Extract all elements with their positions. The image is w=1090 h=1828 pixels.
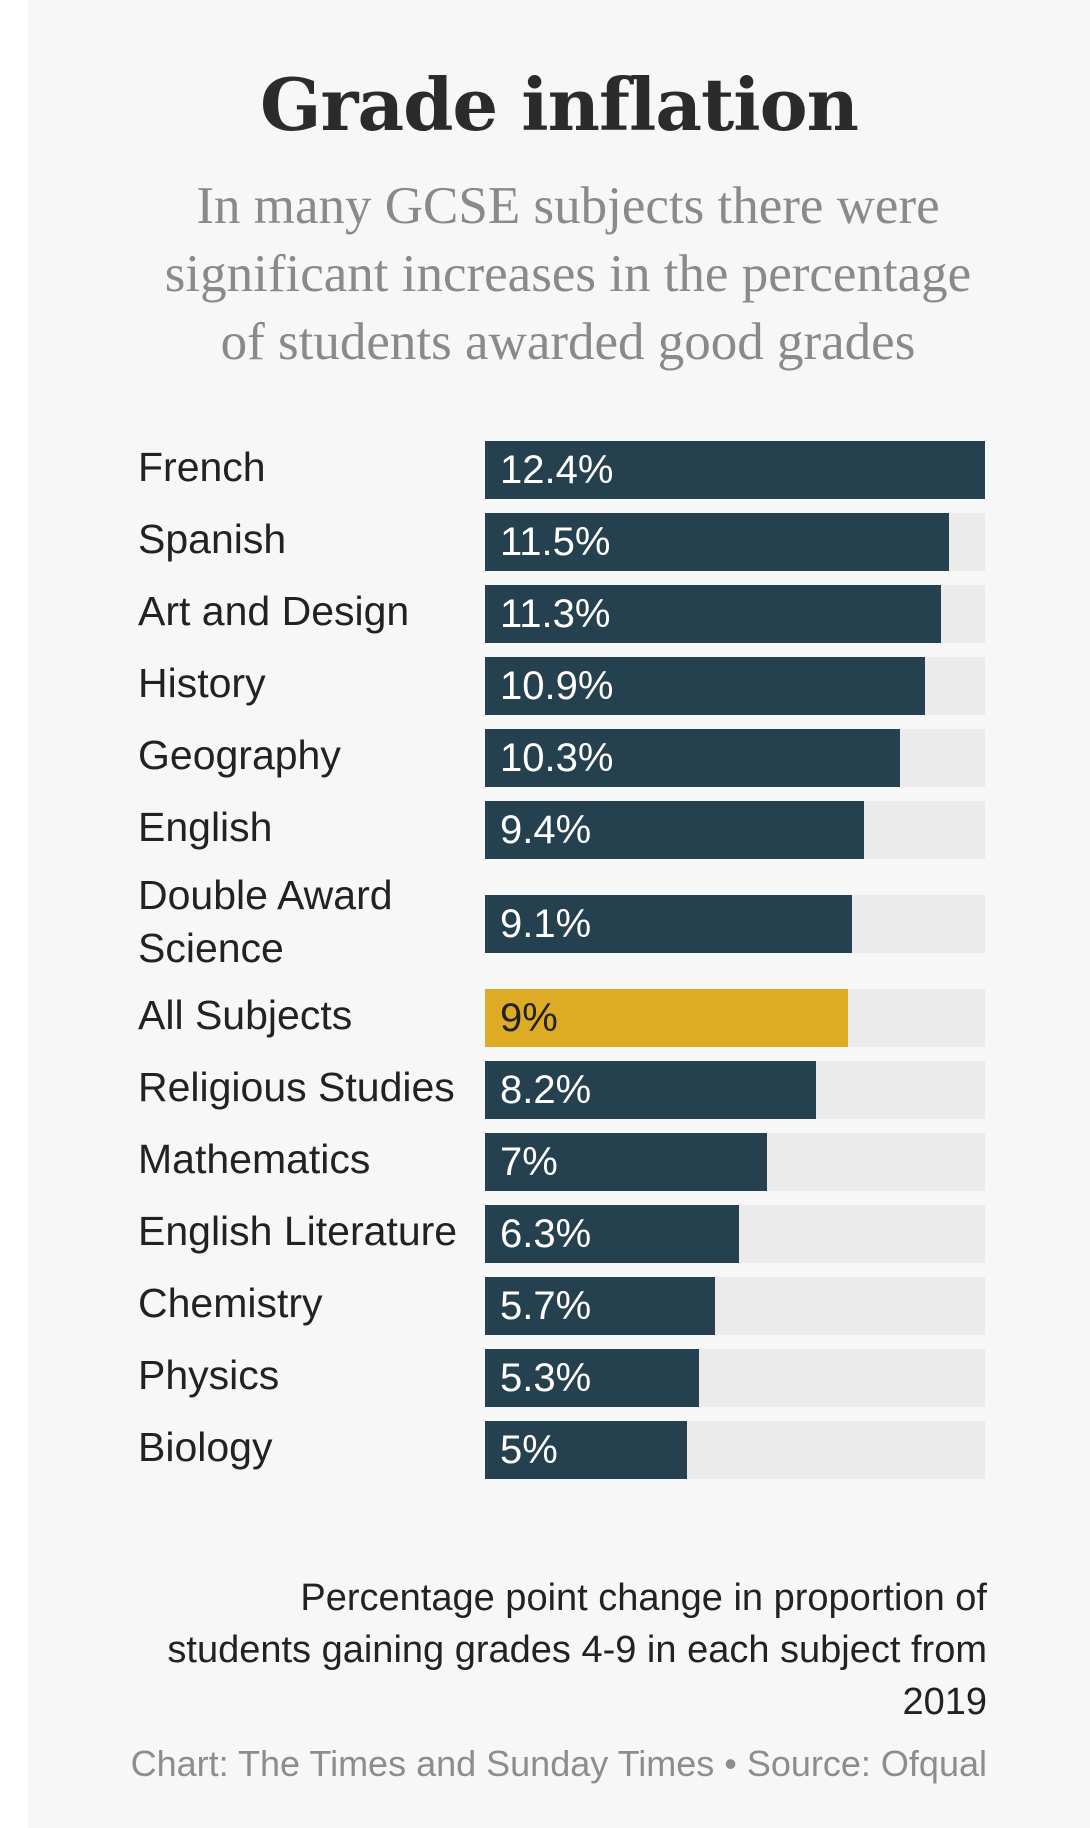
bar-track: 6.3% bbox=[485, 1205, 985, 1263]
chart-title: Grade inflation bbox=[260, 62, 859, 147]
category-label: English Literature bbox=[138, 1208, 458, 1254]
bar-row: Geography 10.3% bbox=[28, 729, 1090, 787]
bar bbox=[485, 895, 852, 953]
bar-track: 12.4% bbox=[485, 441, 985, 499]
bar bbox=[485, 1061, 816, 1119]
bar-track: 11.5% bbox=[485, 513, 985, 571]
chart-subtitle: In many GCSE subjects there were signifi… bbox=[164, 177, 972, 371]
bar-track: 9% bbox=[485, 989, 985, 1047]
bar-track: 5% bbox=[485, 1421, 985, 1479]
bar-row: Art and Design 11.3% bbox=[28, 585, 1090, 643]
category-label: Double Award Science bbox=[138, 872, 393, 971]
bar-row: All Subjects 9% bbox=[28, 989, 1090, 1047]
value-label: 5.3% bbox=[500, 1356, 592, 1400]
bar-track: 9.4% bbox=[485, 801, 985, 859]
bar bbox=[485, 585, 941, 643]
category-label: Spanish bbox=[138, 516, 287, 562]
bar-track: 5.7% bbox=[485, 1277, 985, 1335]
category-label: Biology bbox=[138, 1424, 273, 1470]
value-label: 10.3% bbox=[500, 736, 614, 780]
bar-track: 10.3% bbox=[485, 729, 985, 787]
bar-row: French 12.4% bbox=[28, 441, 1090, 499]
chart-note: Percentage point change in proportion of… bbox=[167, 1577, 987, 1723]
bar-row: Double Award Science 9.1% bbox=[28, 872, 1090, 975]
bar-row: Spanish 11.5% bbox=[28, 513, 1090, 571]
bar-track: 5.3% bbox=[485, 1349, 985, 1407]
bar-row: Mathematics 7% bbox=[28, 1133, 1090, 1191]
bar-row: Chemistry 5.7% bbox=[28, 1277, 1090, 1335]
bar bbox=[485, 1277, 715, 1335]
category-label: Geography bbox=[138, 732, 341, 778]
bar bbox=[485, 801, 865, 859]
value-label: 9.4% bbox=[500, 808, 592, 852]
value-label: 7% bbox=[500, 1140, 558, 1184]
bar-highlight bbox=[485, 989, 848, 1047]
bar-row: Religious Studies 8.2% bbox=[28, 1061, 1090, 1119]
bar bbox=[485, 1133, 768, 1191]
bar-row: English Literature 6.3% bbox=[28, 1205, 1090, 1263]
value-label: 11.3% bbox=[500, 592, 611, 636]
category-label: History bbox=[138, 660, 266, 706]
category-label: Mathematics bbox=[138, 1136, 371, 1182]
bar-row: English 9.4% bbox=[28, 801, 1090, 859]
category-label: Art and Design bbox=[138, 588, 410, 634]
category-label: English bbox=[138, 804, 273, 850]
bar bbox=[485, 441, 985, 499]
bar-track: 7% bbox=[485, 1133, 985, 1191]
bar bbox=[485, 1421, 687, 1479]
bar-track: 9.1% bbox=[485, 895, 985, 953]
bar-track: 11.3% bbox=[485, 585, 985, 643]
value-label: 6.3% bbox=[500, 1212, 592, 1256]
value-label: 8.2% bbox=[500, 1068, 592, 1112]
value-label: 5% bbox=[500, 1428, 558, 1472]
bar-track: 10.9% bbox=[485, 657, 985, 715]
bar-row: History 10.9% bbox=[28, 657, 1090, 715]
bar bbox=[485, 729, 901, 787]
chart-credit: Chart: The Times and Sunday Times • Sour… bbox=[130, 1743, 987, 1784]
category-label: Religious Studies bbox=[138, 1064, 455, 1110]
value-label: 9% bbox=[500, 996, 558, 1040]
bar bbox=[485, 1349, 699, 1407]
bar bbox=[485, 513, 949, 571]
category-label: Chemistry bbox=[138, 1280, 323, 1326]
category-label: Physics bbox=[138, 1352, 280, 1398]
category-label: All Subjects bbox=[138, 992, 353, 1038]
category-label: French bbox=[138, 444, 266, 490]
bar bbox=[485, 657, 925, 715]
bar bbox=[485, 1205, 740, 1263]
value-label: 11.5% bbox=[500, 520, 611, 564]
value-label: 12.4% bbox=[500, 448, 614, 492]
value-label: 9.1% bbox=[500, 902, 592, 946]
bar-track: 8.2% bbox=[485, 1061, 985, 1119]
bar-row: Biology 5% bbox=[28, 1421, 1090, 1479]
bar-row: Physics 5.3% bbox=[28, 1349, 1090, 1407]
value-label: 10.9% bbox=[500, 664, 614, 708]
chart-card: Grade inflation In many GCSE subjects th… bbox=[28, 0, 1090, 1828]
value-label: 5.7% bbox=[500, 1284, 592, 1328]
